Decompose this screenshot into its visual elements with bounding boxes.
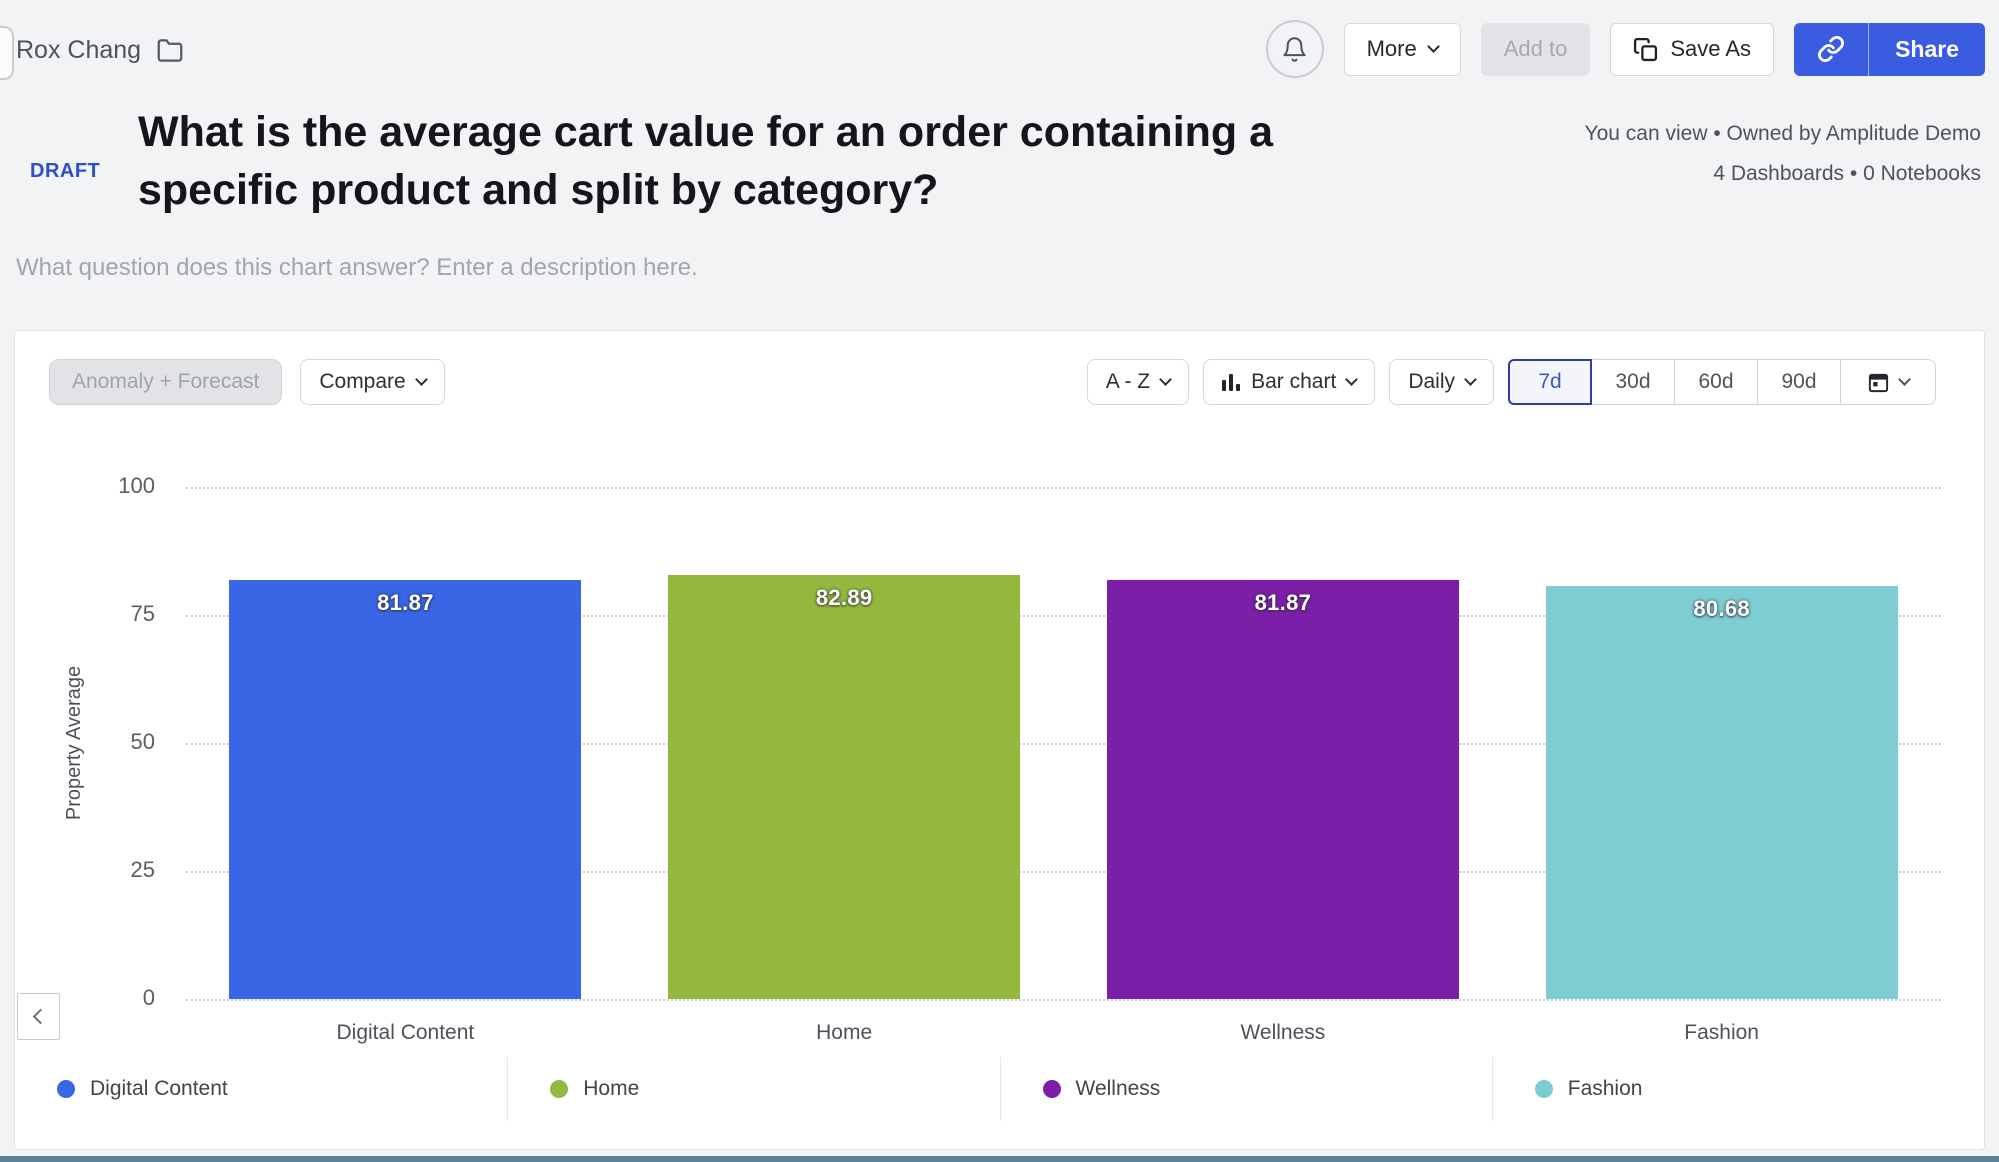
bar-value-label: 80.68 xyxy=(1693,595,1750,621)
share-label: Share xyxy=(1895,35,1959,62)
legend-color-dot xyxy=(57,1080,75,1098)
copy-link-button[interactable] xyxy=(1794,22,1869,76)
range-90d-button[interactable]: 90d xyxy=(1757,359,1841,405)
legend-item-fashion[interactable]: Fashion xyxy=(1491,1057,1984,1121)
legend-item-wellness[interactable]: Wellness xyxy=(999,1057,1492,1121)
x-axis-label: Digital Content xyxy=(336,1021,475,1044)
legend-item-digital-content[interactable]: Digital Content xyxy=(15,1057,507,1121)
bar-wellness[interactable]: 81.87 xyxy=(1106,579,1459,999)
usage-line[interactable]: 4 Dashboards • 0 Notebooks xyxy=(1713,162,1981,185)
copy-icon xyxy=(1633,37,1658,62)
legend-label: Home xyxy=(583,1077,640,1100)
gridline xyxy=(186,999,1941,1001)
sort-label: A - Z xyxy=(1105,370,1151,393)
more-label: More xyxy=(1366,36,1417,61)
save-as-label: Save As xyxy=(1670,36,1752,61)
bar-value-label: 82.89 xyxy=(815,584,873,610)
notifications-bell-button[interactable] xyxy=(1265,20,1324,78)
anomaly-forecast-label: Anomaly + Forecast xyxy=(72,370,260,393)
legend-label: Digital Content xyxy=(90,1077,228,1100)
breadcrumb: Rox Chang xyxy=(16,36,185,65)
chevron-left-icon xyxy=(32,1008,49,1025)
top-header: Rox Chang More Add xyxy=(0,14,1999,84)
compare-button[interactable]: Compare xyxy=(300,359,445,405)
calendar-icon xyxy=(1867,371,1890,394)
x-axis-label: Home xyxy=(816,1021,873,1044)
chevron-down-icon xyxy=(1464,373,1477,386)
chevron-down-icon xyxy=(1426,40,1440,53)
bar-fashion[interactable]: 80.68 xyxy=(1545,585,1898,999)
legend-color-dot xyxy=(1534,1080,1553,1098)
chart-toolbar-left: Anomaly + Forecast Compare xyxy=(49,359,445,405)
y-axis-tick: 75 xyxy=(130,601,155,626)
range-60d-button[interactable]: 60d xyxy=(1674,359,1758,405)
bar-chart-plot: Property Average 0 25 50 75 100 81.87 Digital … xyxy=(15,331,1984,1149)
save-as-button[interactable]: Save As xyxy=(1610,22,1775,76)
chart-card: Anomaly + Forecast Compare A - Z Bar cha… xyxy=(14,330,1985,1150)
legend-item-home[interactable]: Home xyxy=(507,1057,999,1121)
permissions-line: You can view • Owned by Amplitude Demo xyxy=(1584,122,1981,145)
interval-label: Daily xyxy=(1408,370,1455,393)
legend-color-dot xyxy=(550,1080,569,1098)
legend-label: Wellness xyxy=(1075,1077,1161,1100)
chart-type-label: Bar chart xyxy=(1251,370,1337,393)
draft-status-badge: DRAFT xyxy=(30,160,101,182)
bar-home[interactable]: 82.89 xyxy=(668,574,1021,999)
interval-button[interactable]: Daily xyxy=(1389,359,1494,405)
add-to-button[interactable]: Add to xyxy=(1480,22,1591,76)
y-axis-tick: 0 xyxy=(142,985,155,1010)
compare-label: Compare xyxy=(319,370,406,393)
share-split-button: Share xyxy=(1794,22,1985,76)
next-section-edge xyxy=(0,1156,1999,1162)
more-button[interactable]: More xyxy=(1343,22,1461,76)
bar-chart-icon xyxy=(1222,373,1241,391)
chart-legend: Digital Content Home Wellness Fashion xyxy=(15,1057,1984,1151)
bar-value-label: 81.87 xyxy=(377,589,434,615)
chart-toolbar-right: A - Z Bar chart Daily 7d 30d 60d 90d xyxy=(1086,359,1936,405)
chevron-down-icon xyxy=(1159,373,1172,386)
y-axis-tick: 25 xyxy=(130,857,155,882)
chevron-down-icon xyxy=(1345,373,1359,386)
x-axis-label: Wellness xyxy=(1240,1021,1326,1044)
bar-value-label: 81.87 xyxy=(1254,589,1312,615)
folder-icon[interactable] xyxy=(155,37,185,64)
bar-digital-content[interactable]: 81.87 xyxy=(229,579,582,999)
legend-label: Fashion xyxy=(1567,1077,1643,1100)
y-axis-tick: 50 xyxy=(130,729,155,754)
chevron-down-icon xyxy=(414,373,428,386)
share-button[interactable]: Share xyxy=(1868,22,1985,76)
header-actions: More Add to Save As xyxy=(1265,14,1985,84)
y-axis-tick: 100 xyxy=(118,473,155,498)
range-7d-button[interactable]: 7d xyxy=(1508,359,1592,405)
ownership-meta: You can view • Owned by Amplitude Demo 4… xyxy=(1585,114,1981,194)
anomaly-forecast-button[interactable]: Anomaly + Forecast xyxy=(49,359,283,405)
scroll-left-button[interactable] xyxy=(17,993,60,1040)
custom-date-range-button[interactable] xyxy=(1840,359,1936,405)
gridline xyxy=(186,487,1941,489)
chart-type-button[interactable]: Bar chart xyxy=(1203,359,1376,405)
range-30d-button[interactable]: 30d xyxy=(1591,359,1675,405)
legend-color-dot xyxy=(1042,1080,1061,1098)
y-axis-label: Property Average xyxy=(63,665,85,821)
sort-order-button[interactable]: A - Z xyxy=(1086,359,1190,405)
page-title[interactable]: What is the average cart value for an or… xyxy=(138,108,1274,214)
x-axis-label: Fashion xyxy=(1684,1021,1759,1044)
add-to-label: Add to xyxy=(1503,36,1568,61)
description-placeholder[interactable]: What question does this chart answer? En… xyxy=(16,254,698,281)
link-icon xyxy=(1817,35,1845,63)
owner-name: Rox Chang xyxy=(16,36,142,64)
bell-icon xyxy=(1281,36,1308,63)
chevron-down-icon xyxy=(1898,373,1911,386)
date-range-segmented-control: 7d 30d 60d 90d xyxy=(1508,359,1936,405)
collapsed-sidebar-button[interactable] xyxy=(0,26,14,80)
